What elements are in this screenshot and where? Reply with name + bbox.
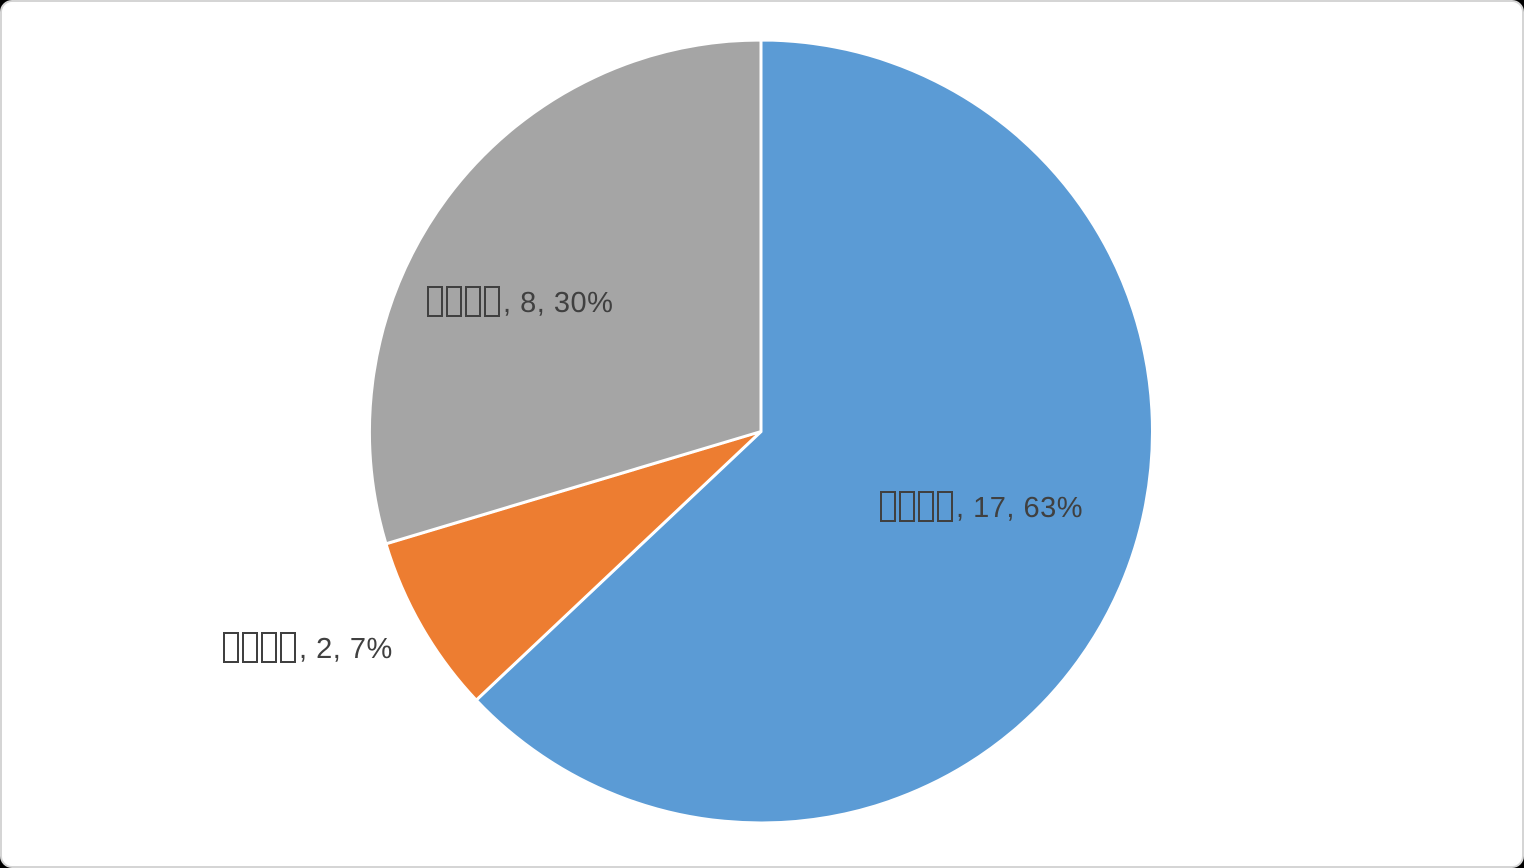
missing-glyph-box: [899, 491, 915, 522]
pie-slice-1[interactable]: [384, 430, 763, 702]
missing-glyph-box: [937, 491, 953, 522]
missing-glyph-box: [261, 632, 277, 663]
missing-glyph-box: [465, 286, 481, 317]
data-label-text: , 17, 63%: [956, 492, 1084, 524]
data-label-slice-blue: , 17, 63%: [880, 488, 1083, 528]
missing-glyph-box: [918, 491, 934, 522]
missing-glyph-box: [280, 632, 296, 663]
pie-slice-0[interactable]: [474, 38, 1154, 825]
data-label-text: , 2, 7%: [299, 633, 393, 665]
missing-glyph-box: [427, 286, 443, 317]
missing-glyph-box: [223, 632, 239, 663]
data-label-slice-orange: , 2, 7%: [223, 629, 393, 669]
missing-glyph-box: [446, 286, 462, 317]
data-label-slice-gray: , 8, 30%: [427, 283, 613, 323]
missing-glyph-box: [484, 286, 500, 317]
pie-slice-2[interactable]: [368, 38, 763, 546]
data-label-text: , 8, 30%: [503, 287, 614, 319]
missing-glyph-box: [242, 632, 258, 663]
missing-glyph-box: [880, 491, 896, 522]
